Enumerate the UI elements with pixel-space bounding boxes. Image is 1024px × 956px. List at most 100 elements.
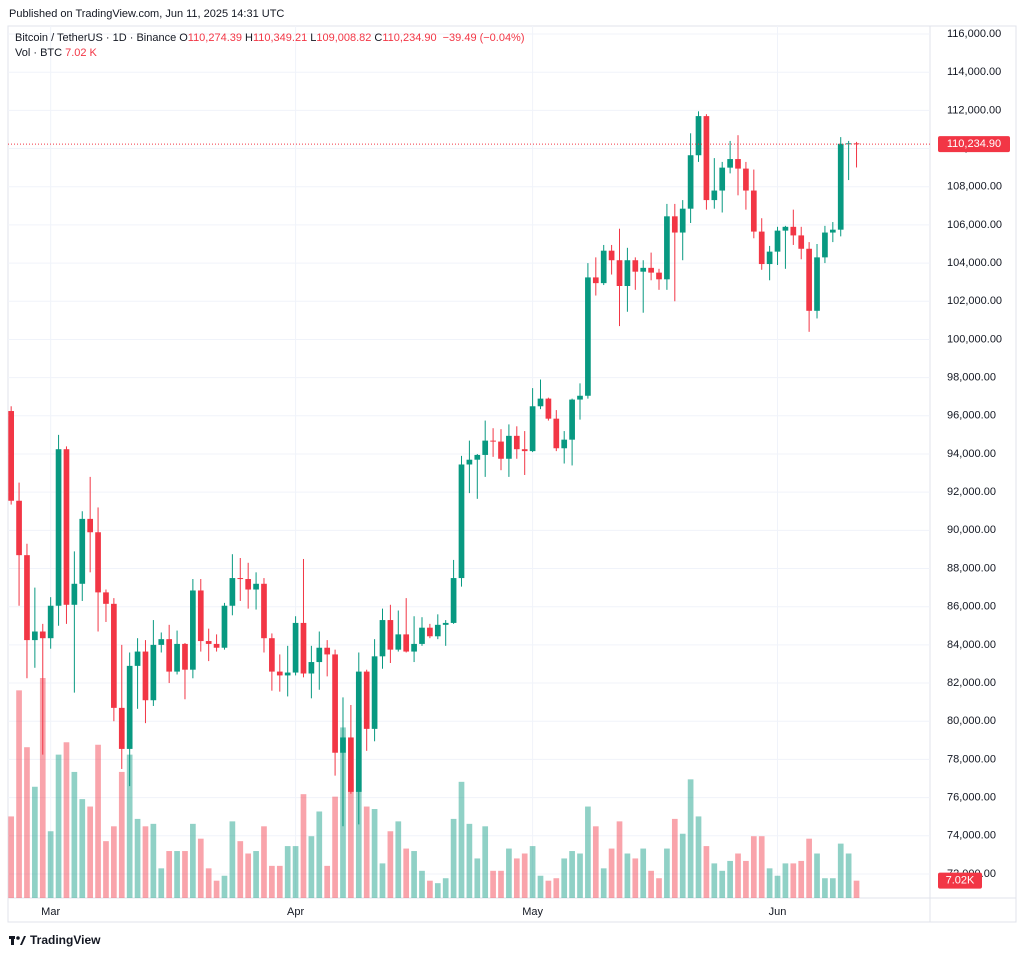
volume-bar bbox=[482, 826, 489, 898]
candle-body bbox=[111, 603, 117, 708]
candle-body bbox=[284, 672, 291, 676]
candle-body bbox=[664, 216, 670, 280]
legend-value: 109,008.82 bbox=[316, 32, 372, 44]
candle-body bbox=[513, 435, 520, 450]
candle-body bbox=[411, 643, 417, 652]
volume-bar bbox=[292, 846, 299, 898]
volume-bar bbox=[166, 851, 173, 898]
candle-body bbox=[150, 644, 157, 701]
volume-bar bbox=[79, 799, 86, 898]
candle-body bbox=[640, 267, 647, 272]
volume-bar bbox=[656, 878, 662, 898]
volume-bar bbox=[592, 826, 599, 898]
volume-bar bbox=[63, 742, 70, 898]
candle-body bbox=[553, 418, 560, 449]
price-label: 110,234.90 bbox=[947, 138, 1001, 150]
y-tick-label: 94,000.00 bbox=[947, 448, 996, 460]
candle-body bbox=[142, 651, 149, 701]
candle-body bbox=[624, 260, 631, 286]
y-tick-label: 98,000.00 bbox=[947, 372, 996, 384]
volume-bar bbox=[735, 853, 741, 898]
volume-bar bbox=[506, 848, 512, 898]
candle-body bbox=[276, 671, 283, 676]
y-tick-label: 106,000.00 bbox=[947, 219, 1002, 231]
volume-bar bbox=[829, 878, 836, 898]
candle-body bbox=[695, 116, 702, 156]
volume-bar bbox=[537, 875, 544, 898]
y-tick-label: 80,000.00 bbox=[947, 715, 996, 727]
candle-body bbox=[340, 737, 346, 753]
volume-bar bbox=[703, 846, 710, 898]
candle-body bbox=[498, 441, 504, 459]
volume-bar bbox=[790, 863, 797, 898]
volume-bar bbox=[39, 678, 46, 898]
volume-bar bbox=[379, 863, 386, 898]
volume-bar bbox=[403, 848, 410, 898]
y-tick-label: 78,000.00 bbox=[947, 753, 996, 765]
volume-bar bbox=[269, 865, 275, 898]
volume-bar bbox=[213, 880, 220, 898]
volume-bar bbox=[8, 816, 15, 898]
candle-body bbox=[371, 656, 378, 729]
volume-bar bbox=[529, 846, 536, 898]
y-tick-label: 96,000.00 bbox=[947, 410, 996, 422]
y-tick-label: 100,000.00 bbox=[947, 333, 1002, 345]
volume-bar bbox=[348, 779, 354, 898]
ohlc: O110,274.39 H110,349.21 L109,008.82 C110,23… bbox=[179, 32, 439, 44]
candle-body bbox=[482, 440, 489, 455]
volume-bar bbox=[782, 863, 789, 898]
y-tick-label: 88,000.00 bbox=[947, 562, 996, 574]
volume-bar bbox=[585, 806, 591, 898]
legend-key: O bbox=[179, 32, 188, 44]
volume-bar bbox=[411, 851, 417, 898]
candle-body bbox=[8, 411, 15, 501]
candle-body bbox=[458, 464, 465, 579]
candle-body bbox=[355, 671, 362, 792]
candle-body bbox=[806, 248, 812, 311]
candle-body bbox=[95, 532, 101, 593]
candle-body bbox=[434, 624, 441, 637]
candle-body bbox=[450, 578, 457, 623]
candle-body bbox=[348, 737, 354, 792]
x-tick-label: Mar bbox=[41, 906, 60, 918]
candle-body bbox=[324, 647, 331, 655]
volume-value: 7.02 K bbox=[65, 47, 97, 59]
volume-bar bbox=[719, 870, 726, 898]
candle-body bbox=[782, 226, 789, 231]
volume-bar bbox=[750, 836, 757, 898]
volume-bar bbox=[111, 826, 117, 898]
volume-bar bbox=[814, 853, 820, 898]
candle-body bbox=[363, 671, 370, 729]
volume-bar bbox=[229, 821, 236, 898]
candle-body bbox=[585, 277, 591, 396]
candle-body bbox=[24, 555, 30, 641]
volume-bar bbox=[55, 754, 62, 898]
volume-bar bbox=[600, 868, 607, 898]
volume-bar bbox=[87, 806, 94, 898]
logo bbox=[9, 936, 26, 945]
volume-bar bbox=[284, 846, 291, 898]
candle-body bbox=[687, 155, 694, 209]
candle-body bbox=[237, 578, 244, 580]
volume-bar bbox=[845, 853, 852, 898]
candle-body bbox=[648, 267, 654, 273]
candle-body bbox=[126, 665, 133, 749]
volume-bar bbox=[190, 823, 196, 898]
y-tick-label: 114,000.00 bbox=[947, 66, 1001, 78]
volume-bar bbox=[363, 806, 370, 898]
candle-body bbox=[32, 631, 38, 641]
volume-bar bbox=[371, 809, 378, 898]
candle-body bbox=[774, 230, 781, 252]
candle-body bbox=[158, 639, 165, 645]
volume-bar bbox=[758, 836, 765, 898]
candle-body bbox=[679, 208, 686, 233]
candle-body bbox=[39, 631, 46, 639]
volume-bar bbox=[47, 831, 54, 898]
candle-body bbox=[87, 518, 94, 533]
volume-bar bbox=[774, 875, 781, 898]
volume-bar bbox=[853, 880, 860, 898]
volume-bar bbox=[521, 853, 528, 898]
candle-body bbox=[47, 605, 54, 639]
volume-bar bbox=[837, 843, 844, 898]
candle-body bbox=[308, 662, 315, 674]
